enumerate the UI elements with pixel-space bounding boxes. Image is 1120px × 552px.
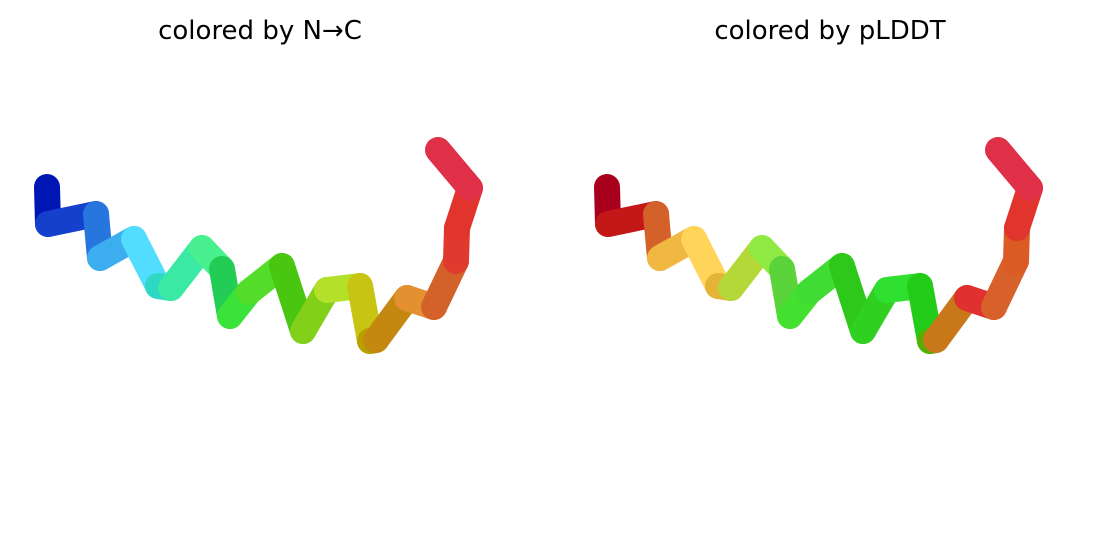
panel-plddt: colored by pLDDT [560, 0, 1120, 552]
panel-n-to-c: colored by N→C [34, 16, 483, 354]
backbone-trace [34, 137, 483, 354]
panel-title: colored by pLDDT [714, 16, 946, 46]
panel-title: colored by N→C [158, 16, 362, 46]
backbone-trace [594, 137, 1043, 354]
residue-segment [425, 137, 483, 201]
residue-segment [985, 137, 1043, 201]
